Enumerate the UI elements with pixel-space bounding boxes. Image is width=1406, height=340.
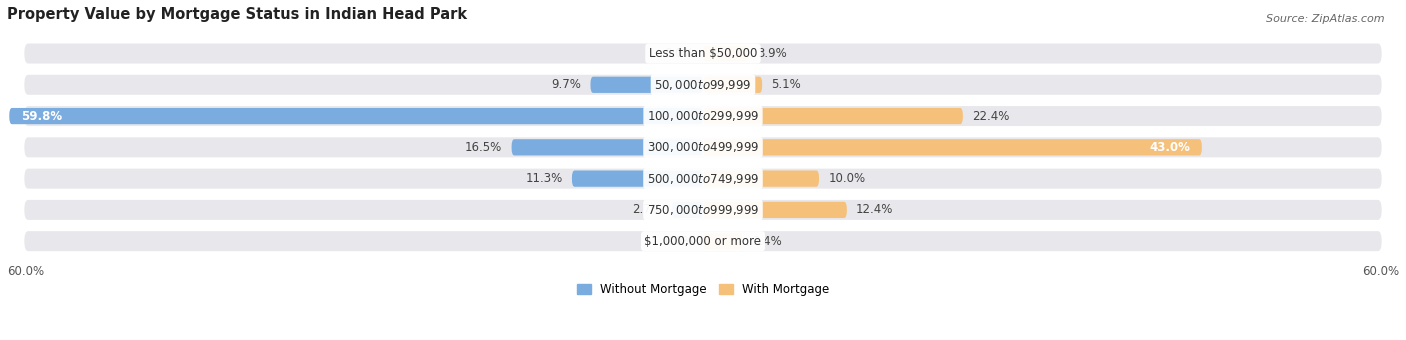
Text: 3.9%: 3.9% [758, 47, 787, 60]
FancyBboxPatch shape [24, 169, 1382, 189]
Text: 11.3%: 11.3% [526, 172, 562, 185]
FancyBboxPatch shape [672, 202, 703, 218]
FancyBboxPatch shape [24, 44, 1382, 64]
FancyBboxPatch shape [512, 139, 703, 155]
FancyBboxPatch shape [24, 200, 1382, 220]
Text: 2.7%: 2.7% [633, 203, 662, 216]
Text: Property Value by Mortgage Status in Indian Head Park: Property Value by Mortgage Status in Ind… [7, 7, 467, 22]
Text: 0.0%: 0.0% [664, 235, 693, 248]
FancyBboxPatch shape [24, 231, 1382, 251]
Text: 3.4%: 3.4% [752, 235, 782, 248]
Text: $50,000 to $99,999: $50,000 to $99,999 [654, 78, 752, 92]
Text: 43.0%: 43.0% [1149, 141, 1191, 154]
Text: $300,000 to $499,999: $300,000 to $499,999 [647, 140, 759, 154]
Text: $100,000 to $299,999: $100,000 to $299,999 [647, 109, 759, 123]
Text: 16.5%: 16.5% [465, 141, 502, 154]
FancyBboxPatch shape [24, 75, 1382, 95]
FancyBboxPatch shape [703, 233, 742, 249]
Text: 22.4%: 22.4% [972, 109, 1010, 122]
Text: 0.0%: 0.0% [664, 47, 693, 60]
FancyBboxPatch shape [591, 76, 703, 93]
Text: Source: ZipAtlas.com: Source: ZipAtlas.com [1267, 14, 1385, 23]
FancyBboxPatch shape [703, 170, 820, 187]
FancyBboxPatch shape [703, 108, 963, 124]
Text: 10.0%: 10.0% [828, 172, 866, 185]
FancyBboxPatch shape [572, 170, 703, 187]
FancyBboxPatch shape [703, 45, 748, 62]
Text: $750,000 to $999,999: $750,000 to $999,999 [647, 203, 759, 217]
FancyBboxPatch shape [703, 139, 1202, 155]
Text: 60.0%: 60.0% [1362, 265, 1399, 278]
Text: $500,000 to $749,999: $500,000 to $749,999 [647, 172, 759, 186]
FancyBboxPatch shape [24, 106, 1382, 126]
FancyBboxPatch shape [24, 137, 1382, 157]
Text: 12.4%: 12.4% [856, 203, 893, 216]
Text: 59.8%: 59.8% [21, 109, 62, 122]
FancyBboxPatch shape [10, 108, 703, 124]
Text: $1,000,000 or more: $1,000,000 or more [644, 235, 762, 248]
Text: 9.7%: 9.7% [551, 78, 581, 91]
Text: 5.1%: 5.1% [772, 78, 801, 91]
FancyBboxPatch shape [703, 202, 846, 218]
Text: 60.0%: 60.0% [7, 265, 44, 278]
FancyBboxPatch shape [703, 76, 762, 93]
Legend: Without Mortgage, With Mortgage: Without Mortgage, With Mortgage [572, 278, 834, 301]
Text: Less than $50,000: Less than $50,000 [648, 47, 758, 60]
